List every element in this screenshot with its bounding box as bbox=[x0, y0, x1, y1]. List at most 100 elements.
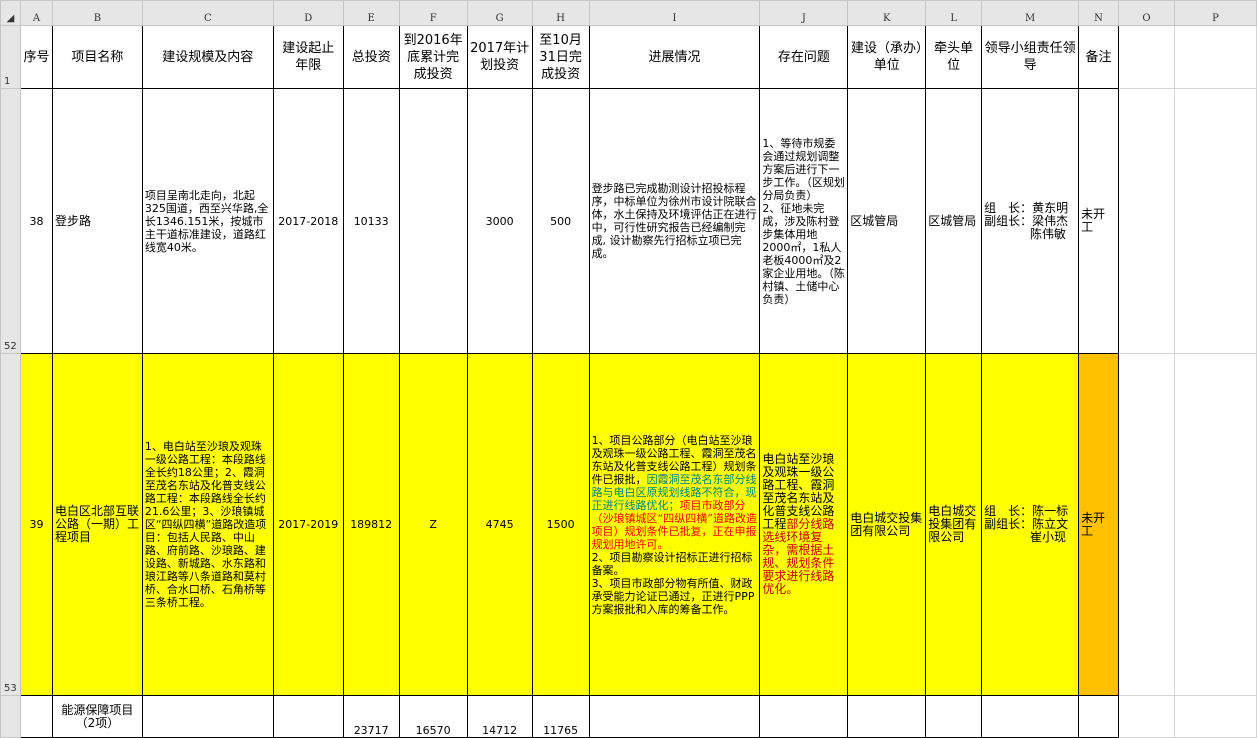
empty-cell[interactable] bbox=[1173, 695, 1257, 738]
problems-text-red: 部分线路选线环境复杂，需根据土规、规划条件要求进行线路优化。 bbox=[762, 517, 835, 596]
cell-seq[interactable]: 38 bbox=[19, 88, 53, 354]
empty-cell[interactable] bbox=[1118, 353, 1175, 696]
header-cell[interactable]: 至10月31日完成投资 bbox=[531, 25, 590, 89]
table-header-row: 1 序号 项目名称 建设规模及内容 建设起止年限 总投资 到2016年底累计完成… bbox=[0, 25, 1257, 89]
header-cell[interactable]: 备注 bbox=[1078, 25, 1120, 89]
cell-period[interactable]: 2017-2019 bbox=[272, 353, 344, 696]
cell-lead-unit[interactable]: 电白城交投集团有限公司 bbox=[925, 353, 983, 696]
column-header[interactable]: J bbox=[759, 0, 849, 26]
cell-name[interactable]: 能源保障项目（2项） bbox=[51, 695, 143, 738]
column-header[interactable]: E bbox=[342, 0, 400, 26]
cell-done-oct[interactable]: 1500 bbox=[531, 353, 590, 696]
table-row: 52 38 登步路 项目呈南北走向，北起325国道，西至兴华路,全长1346.1… bbox=[0, 88, 1257, 354]
cell-remark[interactable]: 未开工 bbox=[1078, 88, 1120, 354]
column-header[interactable]: I bbox=[588, 0, 761, 26]
cell-period[interactable] bbox=[272, 695, 344, 738]
row-header[interactable]: 52 bbox=[0, 88, 21, 354]
column-header[interactable]: L bbox=[925, 0, 983, 26]
row-header[interactable]: 1 bbox=[0, 25, 21, 89]
cell-leaders[interactable]: 组 长：黄东明 副组长：梁伟杰 陈伟敏 bbox=[981, 88, 1080, 354]
cell-progress[interactable]: 1、项目公路部分（电白站至沙琅及观珠一级公路工程、霞洞至茂名东站及化普支线公路工… bbox=[588, 353, 761, 696]
leader-extra: 陈伟敏 bbox=[1030, 226, 1067, 241]
header-cell[interactable]: 建设（承办）单位 bbox=[847, 25, 927, 89]
header-cell[interactable]: 序号 bbox=[19, 25, 53, 89]
cell-remark[interactable]: 未开工 bbox=[1078, 353, 1120, 696]
cell-total[interactable]: 10133 bbox=[342, 88, 400, 354]
cell-scale[interactable]: 项目呈南北走向，北起325国道，西至兴华路,全长1346.151米，按城市主干道… bbox=[141, 88, 274, 354]
header-cell[interactable]: 到2016年底累计完成投资 bbox=[398, 25, 468, 89]
column-header[interactable]: N bbox=[1078, 0, 1120, 26]
leader-extra: 崔小现 bbox=[1030, 530, 1067, 544]
column-header[interactable]: G bbox=[466, 0, 533, 26]
row-header[interactable] bbox=[0, 695, 21, 738]
cell-period[interactable]: 2017-2018 bbox=[272, 88, 344, 354]
empty-cell[interactable] bbox=[1118, 88, 1175, 354]
cell-lead-unit[interactable] bbox=[925, 695, 983, 738]
cell-scale[interactable] bbox=[141, 695, 274, 738]
cell-done-oct[interactable]: 11765 bbox=[531, 695, 590, 738]
empty-cell[interactable] bbox=[1118, 695, 1175, 738]
empty-cell[interactable] bbox=[1173, 353, 1257, 696]
cell-scale[interactable]: 1、电白站至沙琅及观珠一级公路工程：本段路线全长约18公里；2、霞洞至茂名东站及… bbox=[141, 353, 274, 696]
cell-total[interactable]: 23717 bbox=[342, 695, 400, 738]
column-header-row: ◢ A B C D E F G H I J K L M N O P bbox=[0, 0, 1257, 26]
header-cell[interactable]: 存在问题 bbox=[759, 25, 849, 89]
header-cell[interactable]: 建设规模及内容 bbox=[141, 25, 274, 89]
cell-done2016[interactable]: 16570 bbox=[398, 695, 468, 738]
leader-deputy: 副组长：梁伟杰 bbox=[984, 213, 1069, 228]
cell-builder[interactable]: 电白城交投集团有限公司 bbox=[847, 353, 927, 696]
column-header[interactable]: F bbox=[398, 0, 468, 26]
column-header[interactable]: B bbox=[51, 0, 143, 26]
table-row: 53 39 电白区北部互联公路（一期）工程项目 1、电白站至沙琅及观珠一级公路工… bbox=[0, 353, 1257, 696]
cell-done2016[interactable]: Z bbox=[398, 353, 468, 696]
header-cell[interactable]: 进展情况 bbox=[588, 25, 761, 89]
header-cell[interactable]: 项目名称 bbox=[51, 25, 143, 89]
cell-plan2017[interactable]: 14712 bbox=[466, 695, 533, 738]
header-cell[interactable]: 建设起止年限 bbox=[272, 25, 344, 89]
column-header[interactable]: A bbox=[19, 0, 53, 26]
column-header[interactable]: D bbox=[272, 0, 344, 26]
cell-progress[interactable]: 登步路已完成勘测设计招投标程序，中标单位为徐州市设计院联合体，水土保持及环境评估… bbox=[588, 88, 761, 354]
cell-total[interactable]: 189812 bbox=[342, 353, 400, 696]
column-header[interactable]: M bbox=[981, 0, 1080, 26]
cell-seq[interactable]: 39 bbox=[19, 353, 53, 696]
cell-plan2017[interactable]: 3000 bbox=[466, 88, 533, 354]
cell-plan2017[interactable]: 4745 bbox=[466, 353, 533, 696]
cell-problems[interactable]: 1、等待市规委会通过规划调整方案后进行下一步工作。（区规划分局负责） 2、征地未… bbox=[759, 88, 849, 354]
column-header[interactable]: P bbox=[1173, 0, 1257, 26]
column-header[interactable]: C bbox=[141, 0, 274, 26]
empty-cell[interactable] bbox=[1118, 25, 1175, 89]
cell-progress[interactable] bbox=[588, 695, 761, 738]
cell-seq[interactable] bbox=[19, 695, 53, 738]
cell-problems[interactable]: 电白站至沙琅及观珠一级公路工程、霞洞至茂名东站及化普支线公路工程部分线路选线环境… bbox=[759, 353, 849, 696]
cell-name[interactable]: 登步路 bbox=[51, 88, 143, 354]
column-header[interactable]: O bbox=[1118, 0, 1175, 26]
header-cell[interactable]: 2017年计划投资 bbox=[466, 25, 533, 89]
header-cell[interactable]: 牵头单位 bbox=[925, 25, 983, 89]
leader-deputy: 副组长：陈立文 bbox=[984, 517, 1069, 531]
cell-leaders[interactable]: 组 长：陈一标 副组长：陈立文 崔小现 bbox=[981, 353, 1080, 696]
leader-head: 组 长：黄东明 bbox=[984, 200, 1069, 215]
cell-done2016[interactable] bbox=[398, 88, 468, 354]
problems-text: 电白站至沙琅及观珠一级公路工程、霞洞至茂名东站及化普支线公路工程 bbox=[762, 452, 835, 531]
row-header[interactable]: 53 bbox=[0, 353, 21, 696]
column-header[interactable]: K bbox=[847, 0, 927, 26]
empty-cell[interactable] bbox=[1173, 88, 1257, 354]
cell-remark[interactable] bbox=[1078, 695, 1120, 738]
cell-problems[interactable] bbox=[759, 695, 849, 738]
cell-leaders[interactable] bbox=[981, 695, 1080, 738]
progress-text: 1、项目公路部分（电白站至沙琅及观珠一级公路工程、霞洞至茂名东站及化普支线公路工… bbox=[591, 433, 757, 486]
cell-builder[interactable] bbox=[847, 695, 927, 738]
cell-name[interactable]: 电白区北部互联公路（一期）工程项目 bbox=[51, 353, 143, 696]
header-cell[interactable]: 总投资 bbox=[342, 25, 400, 89]
select-all-corner[interactable]: ◢ bbox=[0, 0, 21, 26]
progress-text: 2、项目勘察设计招标正进行招标备案。 bbox=[591, 550, 753, 577]
progress-text-red: 项目市政部分（沙琅镇城区“四纵四横”道路改造项目）规划条件已批复，正在申报规划用… bbox=[591, 498, 757, 551]
header-cell[interactable]: 领导小组责任领导 bbox=[981, 25, 1080, 89]
column-header[interactable]: H bbox=[531, 0, 590, 26]
empty-cell[interactable] bbox=[1173, 25, 1257, 89]
cell-builder[interactable]: 区城管局 bbox=[847, 88, 927, 354]
cell-lead-unit[interactable]: 区城管局 bbox=[925, 88, 983, 354]
cell-done-oct[interactable]: 500 bbox=[531, 88, 590, 354]
